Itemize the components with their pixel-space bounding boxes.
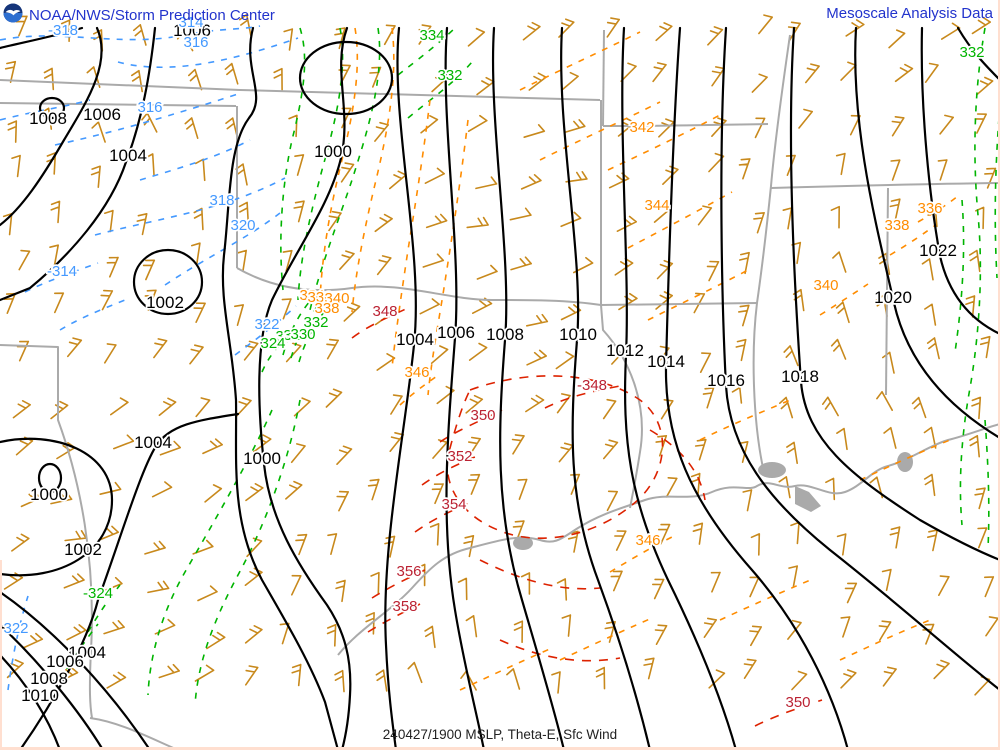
mslp-label: 1018 [781, 367, 819, 386]
theta-e-label: 338 [884, 217, 909, 234]
mslp-label: 1006 [83, 105, 121, 124]
theta-e-label: 332 [959, 44, 984, 61]
theta-e-label: 322 [3, 620, 28, 637]
mslp-label: 1022 [919, 241, 957, 260]
theta-e-label: 344 [644, 197, 669, 214]
mslp-label: 1000 [243, 449, 281, 468]
mslp-label: 1016 [707, 371, 745, 390]
mslp-label: 1006 [173, 21, 211, 40]
theta-e-label: 332 [437, 67, 462, 84]
theta-e-label: 334 [419, 27, 444, 44]
map-caption: 240427/1900 MSLP, Theta-E, Sfc Wind [382, 727, 618, 742]
mslp-label: 1000 [30, 485, 68, 504]
theta-e-label: 314 [178, 14, 203, 31]
mslp-label: 1004 [68, 643, 106, 662]
mslp-label: 1006 [437, 323, 475, 342]
noaa-logo-icon [3, 3, 23, 28]
theta-e-label: 332 [303, 314, 328, 331]
header-title: NOAA/NWS/Storm Prediction Center [29, 7, 275, 24]
theta-e-label: 342 [629, 119, 654, 136]
mslp-label: 1008 [30, 669, 68, 688]
mslp-contours [0, 26, 1000, 750]
theta-e-label: 350 [470, 407, 495, 424]
theta-e-label: 324 [260, 335, 285, 352]
mslp-label: 1004 [134, 433, 172, 452]
theta-e-label: -314 [47, 263, 77, 280]
theta-e-label: 340 [813, 277, 838, 294]
theta-e-label: 320 [230, 217, 255, 234]
theta-e-label: 346 [404, 364, 429, 381]
theta-e-label: 352 [447, 448, 472, 465]
mslp-label: 1014 [647, 352, 685, 371]
header-subtitle: Mesoscale Analysis Data [826, 5, 993, 22]
theta-e-label: 354 [441, 496, 466, 513]
mslp-label: 1008 [29, 109, 67, 128]
page-border-left [0, 560, 2, 750]
mslp-label: 1008 [486, 325, 524, 344]
theta-e-label: -324 [83, 585, 113, 602]
mslp-label: 1002 [64, 540, 102, 559]
mslp-label: 1010 [559, 325, 597, 344]
theta-e-label: 326 [275, 328, 300, 345]
theta-e-label: 322 [254, 316, 279, 333]
theta-e-label: 316 [137, 99, 162, 116]
theta-e-label: 336 [307, 289, 332, 306]
mslp-label: 1020 [874, 288, 912, 307]
page-border-right [998, 0, 1000, 750]
theta-e-label: -318 [48, 22, 78, 39]
mslp-label: 1012 [606, 341, 644, 360]
theta-e-label: 336 [917, 200, 942, 217]
theta-e-label: 330 [290, 326, 315, 343]
theta-e-label: 350 [785, 694, 810, 711]
theta-e-label: 340 [324, 290, 349, 307]
page-border-bottom [0, 747, 1000, 750]
mslp-label: 1002 [146, 293, 184, 312]
theta-e-label: 318 [209, 192, 234, 209]
theta-e-label: 358 [392, 598, 417, 615]
theta-e-label: 356 [396, 563, 421, 580]
theta-e-label: 316 [183, 34, 208, 51]
mslp-label: 1004 [109, 146, 147, 165]
wind-barbs [2, 13, 999, 696]
header: NOAA/NWS/Storm Prediction Center Mesosca… [0, 3, 1000, 25]
theta-e-label: 346 [635, 532, 660, 549]
noaa-spc-link[interactable]: NOAA/NWS/Storm Prediction Center [3, 3, 275, 28]
theta-e-label: 348 [372, 303, 397, 320]
theta-e-contours [0, 25, 1000, 727]
state-borders [0, 29, 1000, 750]
theta-e-label: 328 [283, 327, 308, 344]
mslp-label: 1010 [21, 686, 59, 705]
theta-e-label: -348 [577, 377, 607, 394]
theta-e-label: 334 [299, 287, 324, 304]
mslp-label: 1000 [314, 142, 352, 161]
mslp-label: 1006 [46, 652, 84, 671]
theta-e-label: 338 [314, 300, 339, 317]
mslp-label: 1004 [396, 330, 434, 349]
